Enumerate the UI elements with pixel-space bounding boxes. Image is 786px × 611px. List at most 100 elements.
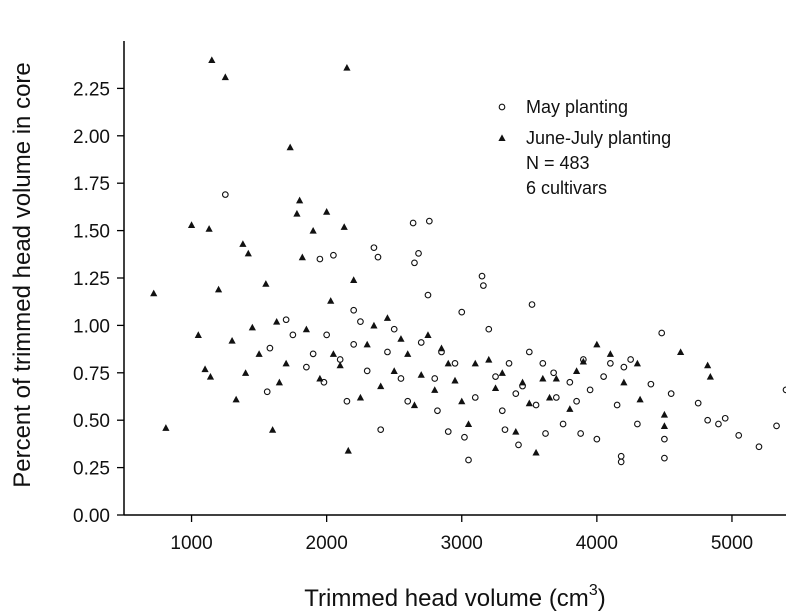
may-point: [539, 359, 547, 367]
may-point: [404, 397, 412, 405]
x-axis-title-sup: 3: [589, 582, 598, 599]
june-july-point: [273, 318, 281, 325]
may-point: [363, 367, 371, 375]
may-point: [461, 433, 468, 441]
y-tick-label: 0.75: [73, 364, 110, 385]
may-point: [434, 407, 441, 415]
may-point: [289, 331, 297, 339]
may-point: [735, 432, 743, 439]
june-july-point: [323, 208, 331, 215]
june-july-point: [620, 378, 628, 386]
x-tick-label: 1000: [170, 533, 212, 554]
axes: 0.00 0.25 0.50 0.75 1.00 1.25 1.50 1.75 2.00 2.25…: [73, 41, 786, 554]
may-point: [336, 356, 344, 363]
may-point: [661, 454, 668, 462]
june-july-point: [309, 227, 317, 234]
june-july-point: [255, 350, 263, 357]
june-july-point: [344, 446, 352, 454]
june-july-point: [566, 405, 574, 412]
may-point: [559, 420, 567, 428]
may-point: [586, 386, 594, 394]
may-point: [458, 308, 466, 316]
june-july-point: [383, 314, 392, 321]
may-point: [451, 359, 459, 367]
june-july-point: [518, 378, 527, 386]
may-point: [512, 390, 520, 398]
may-point: [397, 375, 405, 382]
may-point: [377, 426, 385, 434]
may-point: [485, 325, 493, 333]
legend-label-june-july: June-July planting: [526, 128, 671, 148]
june-july-point: [572, 367, 581, 374]
x-axis-title-close: ): [598, 585, 606, 611]
may-point: [221, 191, 229, 198]
legend: May planting June-July planting N = 483 6 c…: [498, 97, 671, 198]
may-point: [303, 363, 310, 371]
june-july-point: [525, 399, 533, 407]
june-july-point: [208, 56, 216, 64]
may-point: [431, 375, 439, 382]
annotation-cultivars: 6 cultivars: [526, 178, 607, 198]
june-july-point: [704, 361, 712, 369]
x-tick-label: 4000: [576, 533, 618, 554]
may-point: [573, 397, 580, 405]
may-point: [498, 407, 506, 415]
may-point: [620, 363, 628, 371]
may-point: [627, 356, 634, 363]
may-point: [492, 373, 499, 380]
june-july-point: [677, 348, 685, 356]
june-july-point: [316, 374, 324, 382]
june-july-point: [471, 359, 479, 367]
may-point: [357, 318, 364, 325]
june-july-point: [451, 376, 459, 384]
y-tick-label: 1.75: [73, 174, 110, 195]
may-point: [617, 452, 625, 460]
y-tick-label: 2.25: [73, 79, 110, 100]
y-tick-label: 2.00: [73, 127, 110, 148]
may-point: [532, 401, 540, 409]
may-point: [613, 401, 621, 409]
may-point: [607, 359, 614, 367]
may-point: [417, 339, 425, 346]
june-july-point: [410, 401, 419, 409]
june-july-point: [298, 253, 306, 261]
may-point: [552, 394, 560, 401]
y-axis-title: Percent of trimmed head volume in core: [9, 62, 36, 488]
may-point: [390, 325, 398, 333]
x-tick-label: 5000: [711, 533, 753, 554]
june-july-point: [228, 336, 236, 344]
may-point: [667, 390, 675, 398]
x-tick-label: 3000: [441, 533, 483, 554]
june-july-point: [545, 393, 554, 401]
may-point: [755, 443, 763, 451]
june-july-point: [340, 223, 348, 230]
june-july-point: [377, 382, 385, 390]
june-july-point: [437, 344, 446, 352]
june-july-point: [327, 297, 335, 304]
june-july-point: [444, 359, 452, 367]
june-july-point: [633, 359, 641, 367]
may-point: [782, 386, 786, 394]
june-july-point: [232, 395, 240, 403]
legend-marker-june-july: [498, 134, 506, 142]
legend-marker-may: [498, 103, 506, 111]
may-point: [384, 348, 391, 356]
legend-label-may: May planting: [526, 97, 628, 117]
x-tick-label: 2000: [306, 533, 348, 554]
june-july-point: [390, 367, 398, 374]
may-point: [501, 426, 509, 434]
june-july-point: [329, 350, 338, 357]
june-july-point: [343, 63, 351, 71]
june-july-point: [660, 410, 669, 418]
june-july-point: [286, 143, 294, 151]
may-point: [374, 253, 382, 261]
june-july-point: [464, 420, 473, 428]
may-point: [515, 441, 522, 449]
may-point: [577, 430, 584, 437]
may-point: [425, 217, 433, 225]
june-july-point: [214, 285, 223, 293]
june-july-point: [532, 448, 540, 456]
may-point: [350, 341, 358, 348]
may-point: [320, 378, 328, 386]
